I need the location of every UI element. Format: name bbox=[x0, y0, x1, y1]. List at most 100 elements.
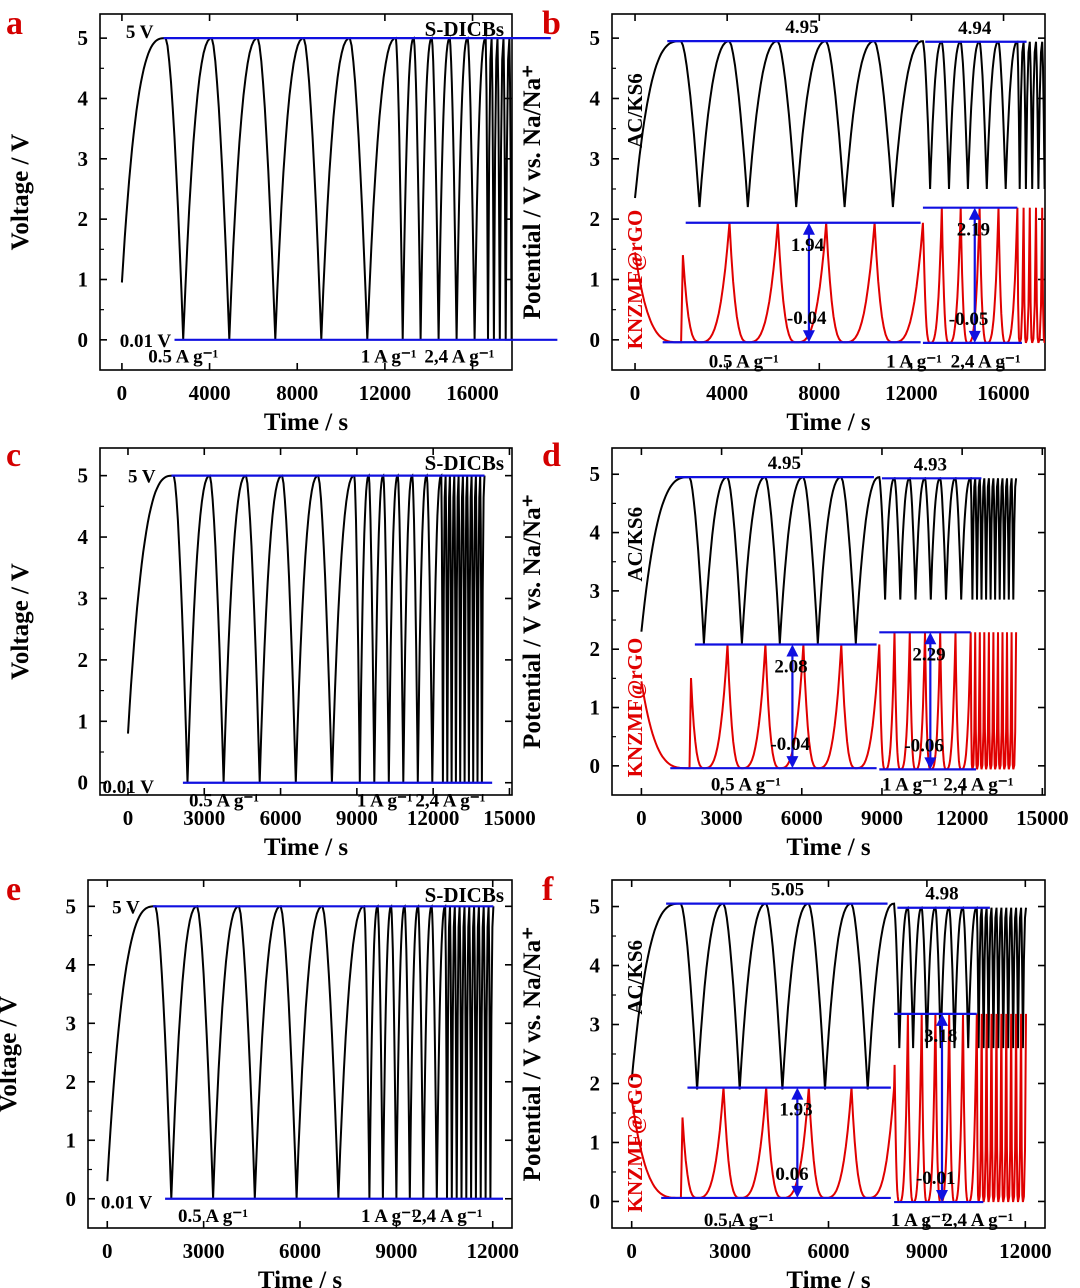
y-tick-label: 1 bbox=[590, 1130, 601, 1154]
y-tick-label: 3 bbox=[66, 1011, 77, 1035]
knzmf-low-value-1: -0.04 bbox=[770, 734, 810, 755]
x-tick-label: 12000 bbox=[936, 806, 989, 830]
chart-title: S-DICBs bbox=[425, 883, 504, 907]
y-tick-label: 5 bbox=[78, 464, 89, 488]
y-tick-label: 3 bbox=[78, 147, 89, 171]
annotation: 0.5 A g⁻¹ bbox=[189, 790, 259, 811]
side-label-knzmf-rgo: KNZMF@rGO bbox=[623, 210, 647, 350]
y-tick-label: 2 bbox=[78, 207, 89, 231]
annotation: 0.5 A g⁻¹ bbox=[704, 1210, 774, 1231]
window-arrow-2-head-bottom bbox=[968, 330, 981, 343]
y-tick-label: 4 bbox=[590, 86, 601, 110]
voltage-series bbox=[106, 904, 495, 1199]
y-tick-label: 2 bbox=[78, 648, 89, 672]
y-tick-label: 0 bbox=[78, 328, 89, 352]
window-arrow-2-head-bottom bbox=[924, 757, 937, 770]
x-tick-label: 12000 bbox=[466, 1239, 519, 1263]
y-axis-label: Potential / V vs. Na/Na⁺ bbox=[519, 927, 546, 1182]
x-tick-label: 4000 bbox=[189, 381, 231, 405]
y-tick-label: 5 bbox=[590, 462, 601, 486]
annotation: 1 A g⁻¹ bbox=[886, 351, 942, 372]
series-ac-ks6 bbox=[634, 40, 1045, 208]
window-arrow-1-head-top bbox=[791, 1087, 804, 1100]
side-label-ac-ks6: AC/KS6 bbox=[623, 73, 647, 148]
window-arrow-1-head-bottom bbox=[802, 330, 815, 343]
x-axis-label: Time / s bbox=[264, 409, 349, 436]
x-tick-label: 0 bbox=[636, 806, 647, 830]
x-tick-label: 3000 bbox=[701, 806, 743, 830]
x-tick-label: 0 bbox=[630, 381, 641, 405]
annotation: 0.01 V bbox=[120, 331, 172, 352]
y-tick-label: 1 bbox=[590, 267, 601, 291]
x-tick-label: 12000 bbox=[407, 806, 460, 830]
axes-frame bbox=[611, 13, 1046, 371]
side-label-knzmf-rgo: KNZMF@rGO bbox=[623, 638, 647, 778]
x-tick-label: 3000 bbox=[183, 806, 225, 830]
window-arrow-2-head-top bbox=[924, 632, 937, 645]
panel-label: f bbox=[542, 871, 554, 908]
panel-label: e bbox=[6, 871, 21, 908]
annotation: 5 V bbox=[126, 22, 154, 43]
series-ac-ks6 bbox=[630, 902, 1027, 1090]
annotation: 2,4 A g⁻¹ bbox=[424, 347, 494, 368]
x-tick-label: 0 bbox=[626, 1239, 637, 1263]
y-tick-label: 3 bbox=[590, 147, 601, 171]
panel-c: c 0 1 2 3 4 5 0 3000 6000 9000 12000 15000 Time / s Vo… bbox=[6, 437, 536, 861]
y-tick-label: 5 bbox=[78, 26, 89, 50]
x-tick-label: 4000 bbox=[706, 381, 748, 405]
annotation: 0.01 V bbox=[101, 1193, 153, 1214]
y-tick-label: 4 bbox=[78, 86, 89, 110]
annotation: 0.01 V bbox=[103, 777, 155, 798]
x-tick-label: 9000 bbox=[861, 806, 903, 830]
x-tick-label: 16000 bbox=[977, 381, 1030, 405]
annotation: 5 V bbox=[128, 467, 156, 488]
annotation: 0.5 A g⁻¹ bbox=[178, 1206, 248, 1227]
panel-e: e 0 1 2 3 4 5 0 3000 6000 9000 12000 Time / s Voltage… bbox=[0, 871, 519, 1288]
knzmf-low-value-2: -0.05 bbox=[949, 309, 989, 330]
knzmf-high-value-1: 2.08 bbox=[774, 657, 807, 678]
ac-high-value-2: 4.98 bbox=[925, 884, 958, 905]
y-axis-label: Potential / V vs. Na/Na⁺ bbox=[519, 65, 546, 320]
x-tick-label: 9000 bbox=[375, 1239, 417, 1263]
y-axis-label: Voltage / V bbox=[0, 996, 22, 1113]
panel-label: a bbox=[6, 5, 23, 42]
side-label-ac-ks6: AC/KS6 bbox=[623, 507, 647, 582]
y-tick-label: 1 bbox=[78, 709, 89, 733]
y-tick-label: 2 bbox=[590, 207, 601, 231]
ac-high-value-1: 5.05 bbox=[771, 880, 804, 901]
y-axis-label: Potential / V vs. Na/Na⁺ bbox=[519, 494, 546, 749]
panel-label: d bbox=[542, 437, 561, 474]
panel-a: a 0 1 2 3 4 5 0 4000 8000 12000 16000 Time / s Voltag… bbox=[6, 5, 558, 436]
x-tick-label: 9000 bbox=[906, 1239, 948, 1263]
panel-label: c bbox=[6, 437, 21, 474]
x-tick-label: 15000 bbox=[1016, 806, 1069, 830]
y-tick-label: 1 bbox=[78, 267, 89, 291]
y-tick-label: 2 bbox=[590, 637, 601, 661]
window-arrow-1-head-bottom bbox=[786, 756, 799, 769]
window-arrow-2-head-bottom bbox=[935, 1190, 948, 1203]
ac-high-value-1: 4.95 bbox=[768, 453, 801, 474]
y-axis-label: Voltage / V bbox=[7, 563, 34, 680]
y-tick-label: 0 bbox=[590, 754, 601, 778]
panel-label: b bbox=[542, 5, 561, 42]
voltage-series bbox=[127, 473, 486, 783]
annotation: 1 A g⁻¹ bbox=[361, 1206, 417, 1227]
annotation: 2,4 A g⁻¹ bbox=[951, 351, 1021, 372]
y-tick-label: 3 bbox=[78, 586, 89, 610]
window-arrow-1-head-bottom bbox=[791, 1185, 804, 1198]
y-tick-label: 2 bbox=[66, 1070, 77, 1094]
x-axis-label: Time / s bbox=[786, 1267, 871, 1288]
y-tick-label: 0 bbox=[78, 771, 89, 795]
annotation: 1 A g⁻¹ bbox=[882, 774, 938, 795]
knzmf-high-value-1: 1.93 bbox=[779, 1100, 812, 1121]
knzmf-low-value-2: -0.01 bbox=[916, 1168, 956, 1189]
x-tick-label: 15000 bbox=[483, 806, 536, 830]
knzmf-low-value-1: -0.04 bbox=[787, 308, 827, 329]
series-knzmf-rgo bbox=[640, 632, 1018, 771]
knzmf-high-value-1: 1.94 bbox=[791, 235, 825, 256]
annotation: 0.5 A g⁻¹ bbox=[148, 347, 218, 368]
side-label-ac-ks6: AC/KS6 bbox=[623, 940, 647, 1015]
y-tick-label: 0 bbox=[66, 1187, 77, 1211]
knzmf-high-value-2: 3.18 bbox=[924, 1026, 957, 1047]
